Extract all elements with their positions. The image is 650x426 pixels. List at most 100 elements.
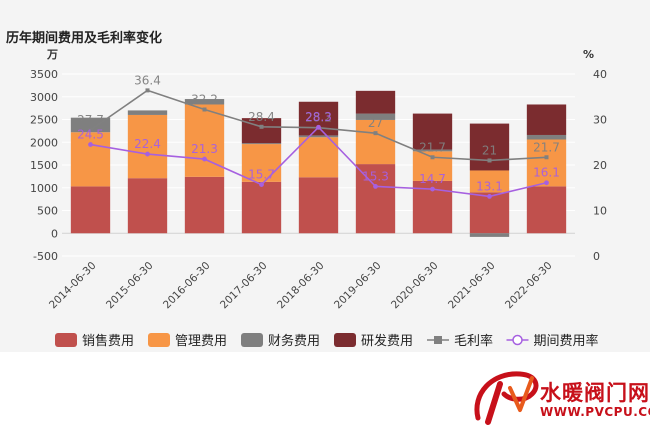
line-point [88, 127, 93, 132]
legend-label: 销售费用 [82, 333, 134, 349]
bar-segment [355, 119, 396, 165]
legend-label: 财务费用 [268, 333, 320, 349]
line-point [544, 155, 549, 160]
y-right-unit: % [583, 48, 594, 61]
line-point [487, 158, 492, 163]
watermark-url: WWW.PVCPU.COM [540, 405, 650, 419]
legend-label: 研发费用 [361, 333, 413, 349]
bar-segment [241, 181, 282, 234]
legend-label: 毛利率 [454, 333, 493, 349]
watermark-name: 水暖阀门网 [540, 381, 650, 405]
data-label: 21 [482, 143, 497, 157]
bar-segment [355, 113, 396, 120]
bar-segment [469, 170, 510, 193]
x-tick-label: 2015-06-30 [104, 260, 156, 312]
y-right-tick-label: 10 [593, 205, 607, 218]
line-point [202, 107, 207, 112]
x-tick-label: 2020-06-30 [389, 260, 441, 312]
bar-segment [526, 186, 567, 234]
bar-segment [469, 233, 510, 237]
data-label: 28.4 [248, 110, 275, 124]
x-tick-label: 2017-06-30 [218, 260, 270, 312]
line-point [430, 186, 435, 192]
bar-segment [127, 110, 168, 115]
chart-panel: 历年期间费用及毛利率变化 -500 0 500 1000 1500 2000 2500 300… [0, 0, 650, 352]
x-tick-label: 2014-06-30 [47, 260, 99, 312]
bar-segment [526, 139, 567, 187]
legend-swatch [241, 333, 263, 347]
bar-segment [526, 134, 567, 140]
bar-segment [70, 117, 111, 133]
line-point [259, 182, 264, 187]
data-label: 15.7 [248, 168, 275, 182]
data-label: 16.1 [533, 166, 560, 180]
y-right-tick-label: 20 [593, 159, 607, 172]
bar-segment [184, 99, 225, 105]
y-left-tick-label: 3000 [30, 91, 58, 104]
x-tick-label: 2016-06-30 [161, 260, 213, 312]
legend-label: 管理费用 [175, 334, 227, 349]
data-label: 32.2 [191, 92, 218, 106]
y-left-tick-label: -500 [33, 250, 58, 263]
legend-swatch [148, 333, 170, 347]
line-point [544, 180, 549, 186]
bar-segment [469, 192, 510, 234]
data-label: 36.4 [134, 73, 161, 87]
data-label: 28.2 [305, 111, 332, 125]
line-point [202, 156, 207, 162]
line-point [316, 124, 321, 130]
bar-segment [298, 137, 339, 178]
line-point [373, 183, 378, 189]
x-tick-label: 2022-06-30 [503, 260, 555, 312]
y-left-tick-label: 1500 [30, 159, 58, 172]
bar-segment [241, 143, 282, 145]
y-right-tick-label: 30 [593, 114, 607, 127]
y-left-tick-label: 500 [37, 205, 58, 218]
bar-segment [469, 123, 510, 171]
legend-label: 期间费用率 [534, 333, 599, 349]
bar-segment [355, 164, 396, 234]
bar-segment [412, 149, 453, 152]
y-left-tick-label: 3500 [30, 68, 58, 81]
y-right-tick-label: 0 [593, 250, 600, 263]
y-left-tick-label: 2000 [30, 136, 58, 149]
bar-segment [298, 177, 339, 234]
bar-segment [298, 101, 339, 136]
data-label: 13.1 [476, 179, 503, 193]
data-label: 14.7 [419, 172, 446, 186]
data-label: 24.5 [77, 128, 104, 142]
bar-segment [412, 113, 453, 150]
bar-segment [127, 178, 168, 234]
line-point [88, 142, 93, 147]
watermark-logo-icon [474, 371, 539, 425]
x-tick-label: 2019-06-30 [332, 260, 384, 312]
bar-segment [127, 114, 168, 179]
x-tick-label: 2021-06-30 [446, 260, 498, 312]
bar-segment [70, 132, 111, 187]
y-left-tick-label: 2500 [30, 114, 58, 127]
y-left-tick-label: 1000 [30, 182, 58, 195]
data-label: 27.7 [77, 113, 104, 127]
y-right-tick-label: 40 [593, 68, 607, 81]
chart-title: 历年期间费用及毛利率变化 [6, 31, 163, 46]
data-label: 21.3 [191, 142, 218, 156]
data-label: 27 [368, 116, 383, 130]
data-label: 22.4 [134, 137, 161, 151]
legend-marker [512, 334, 523, 346]
legend-swatch [55, 333, 77, 347]
bar-segment [184, 176, 225, 234]
bar-segment [241, 144, 282, 182]
y-left-tick-label: 0 [51, 227, 58, 240]
legend-swatch [334, 333, 356, 347]
chart-svg: -500 0 500 1000 1500 2000 2500 3000 3500 0 10 20 30 4… [30, 48, 607, 349]
data-label: 15.3 [362, 169, 389, 183]
legend-marker [434, 336, 442, 344]
data-label: 28.3 [305, 110, 332, 124]
bar-segment [70, 186, 111, 234]
line-point [145, 88, 150, 93]
data-label: 21.7 [419, 140, 446, 154]
line-point [259, 124, 264, 129]
bar-segment [526, 104, 567, 135]
line-point [373, 131, 378, 136]
bar-segment [298, 135, 339, 138]
